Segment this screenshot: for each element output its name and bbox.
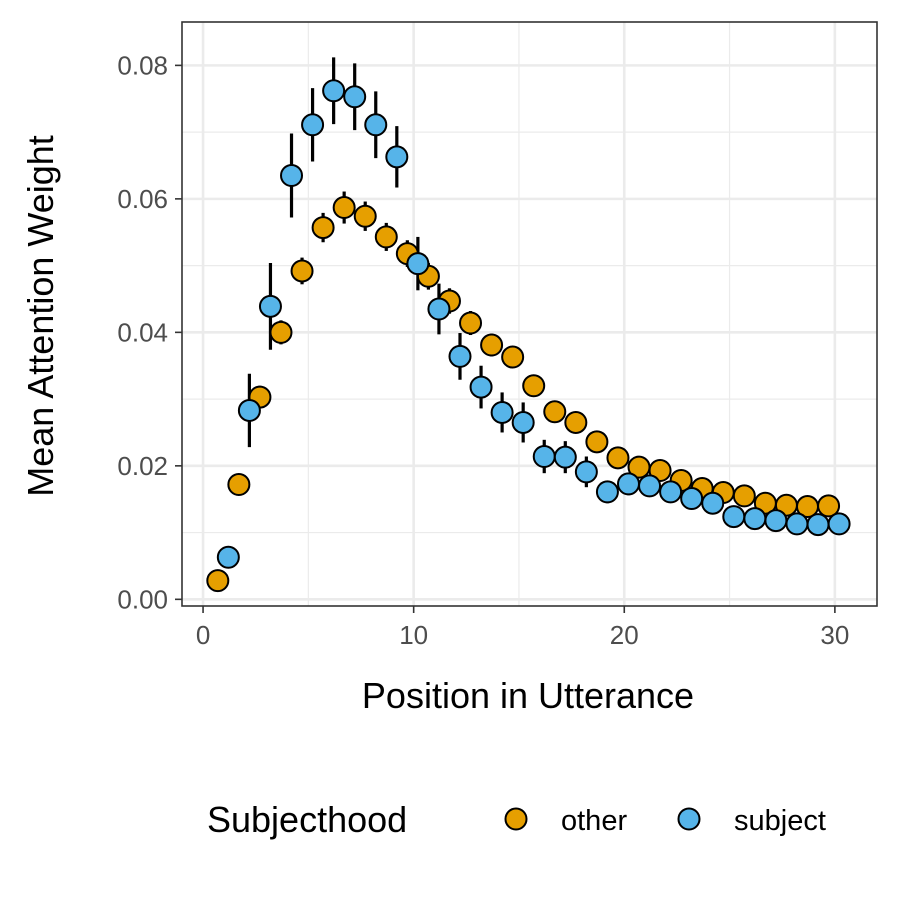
- data-point-subject: [280, 164, 304, 188]
- data-point-subject: [258, 294, 282, 318]
- legend-key-subject: [677, 807, 701, 831]
- data-point-subject: [680, 487, 704, 511]
- data-point-other: [817, 494, 841, 518]
- data-point-subject: [469, 375, 493, 399]
- grid: [182, 22, 877, 606]
- y-tick-label: 0.08: [117, 50, 168, 80]
- data-point-subject: [343, 85, 367, 109]
- data-point-subject: [448, 344, 472, 368]
- data-point-subject: [595, 480, 619, 504]
- data-point-other: [332, 196, 356, 220]
- data-point-subject: [216, 545, 240, 569]
- data-point-subject: [511, 410, 535, 434]
- data-point-subject: [301, 113, 325, 137]
- legend-title: Subjecthood: [207, 799, 407, 840]
- axes: 0 10 20 30 0.00 0.02 0.04 0.06 0.08: [117, 50, 849, 650]
- data-point-other: [290, 259, 314, 283]
- data-point-subject: [385, 145, 409, 169]
- x-tick-label: 0: [196, 620, 210, 650]
- data-point-subject: [659, 480, 683, 504]
- x-axis-title: Position in Utterance: [362, 675, 694, 716]
- data-point-subject: [427, 297, 451, 321]
- data-point-subject: [553, 445, 577, 469]
- data-point-subject: [237, 398, 261, 422]
- data-point-subject: [701, 491, 725, 515]
- y-tick-label: 0.06: [117, 184, 168, 214]
- data-point-other: [543, 400, 567, 424]
- data-point-subject: [322, 79, 346, 103]
- data-point-subject: [806, 513, 830, 537]
- data-point-subject: [364, 113, 388, 137]
- plot-panel-border: [181, 21, 878, 607]
- data-point-subject: [764, 509, 788, 533]
- data-point-other: [227, 473, 251, 497]
- y-tick-label: 0.04: [117, 317, 168, 347]
- x-tick-label: 30: [820, 620, 849, 650]
- data-point-subject: [574, 460, 598, 484]
- data-point-other: [732, 484, 756, 508]
- data-point-subject: [616, 472, 640, 496]
- y-tick-label: 0.02: [117, 451, 168, 481]
- legend-key-other: [504, 807, 528, 831]
- x-tick-label: 20: [610, 620, 639, 650]
- data-point-other: [353, 204, 377, 228]
- data-point-subject: [827, 512, 851, 536]
- data-point-other: [269, 320, 293, 344]
- legend-label-subject: subject: [734, 805, 826, 837]
- data-point-subject: [406, 252, 430, 276]
- data-point-other: [206, 569, 230, 593]
- data-point-subject: [722, 505, 746, 529]
- legend: Subjecthood other subject: [207, 799, 826, 840]
- data-points: [206, 79, 851, 593]
- data-point-subject: [490, 400, 514, 424]
- data-point-other: [480, 333, 504, 357]
- data-point-other: [311, 216, 335, 240]
- data-point-other: [374, 225, 398, 249]
- data-point-other: [585, 430, 609, 454]
- y-tick-label: 0.00: [117, 584, 168, 614]
- y-axis-title: Mean Attention Weight: [20, 135, 61, 497]
- data-point-other: [501, 345, 525, 369]
- data-point-other: [522, 374, 546, 398]
- data-point-other: [606, 446, 630, 470]
- data-point-subject: [638, 474, 662, 498]
- data-point-subject: [743, 507, 767, 531]
- data-point-other: [459, 311, 483, 335]
- x-tick-label: 10: [399, 620, 428, 650]
- legend-label-other: other: [561, 805, 627, 837]
- data-point-subject: [532, 444, 556, 468]
- data-point-other: [564, 410, 588, 434]
- data-point-subject: [785, 512, 809, 536]
